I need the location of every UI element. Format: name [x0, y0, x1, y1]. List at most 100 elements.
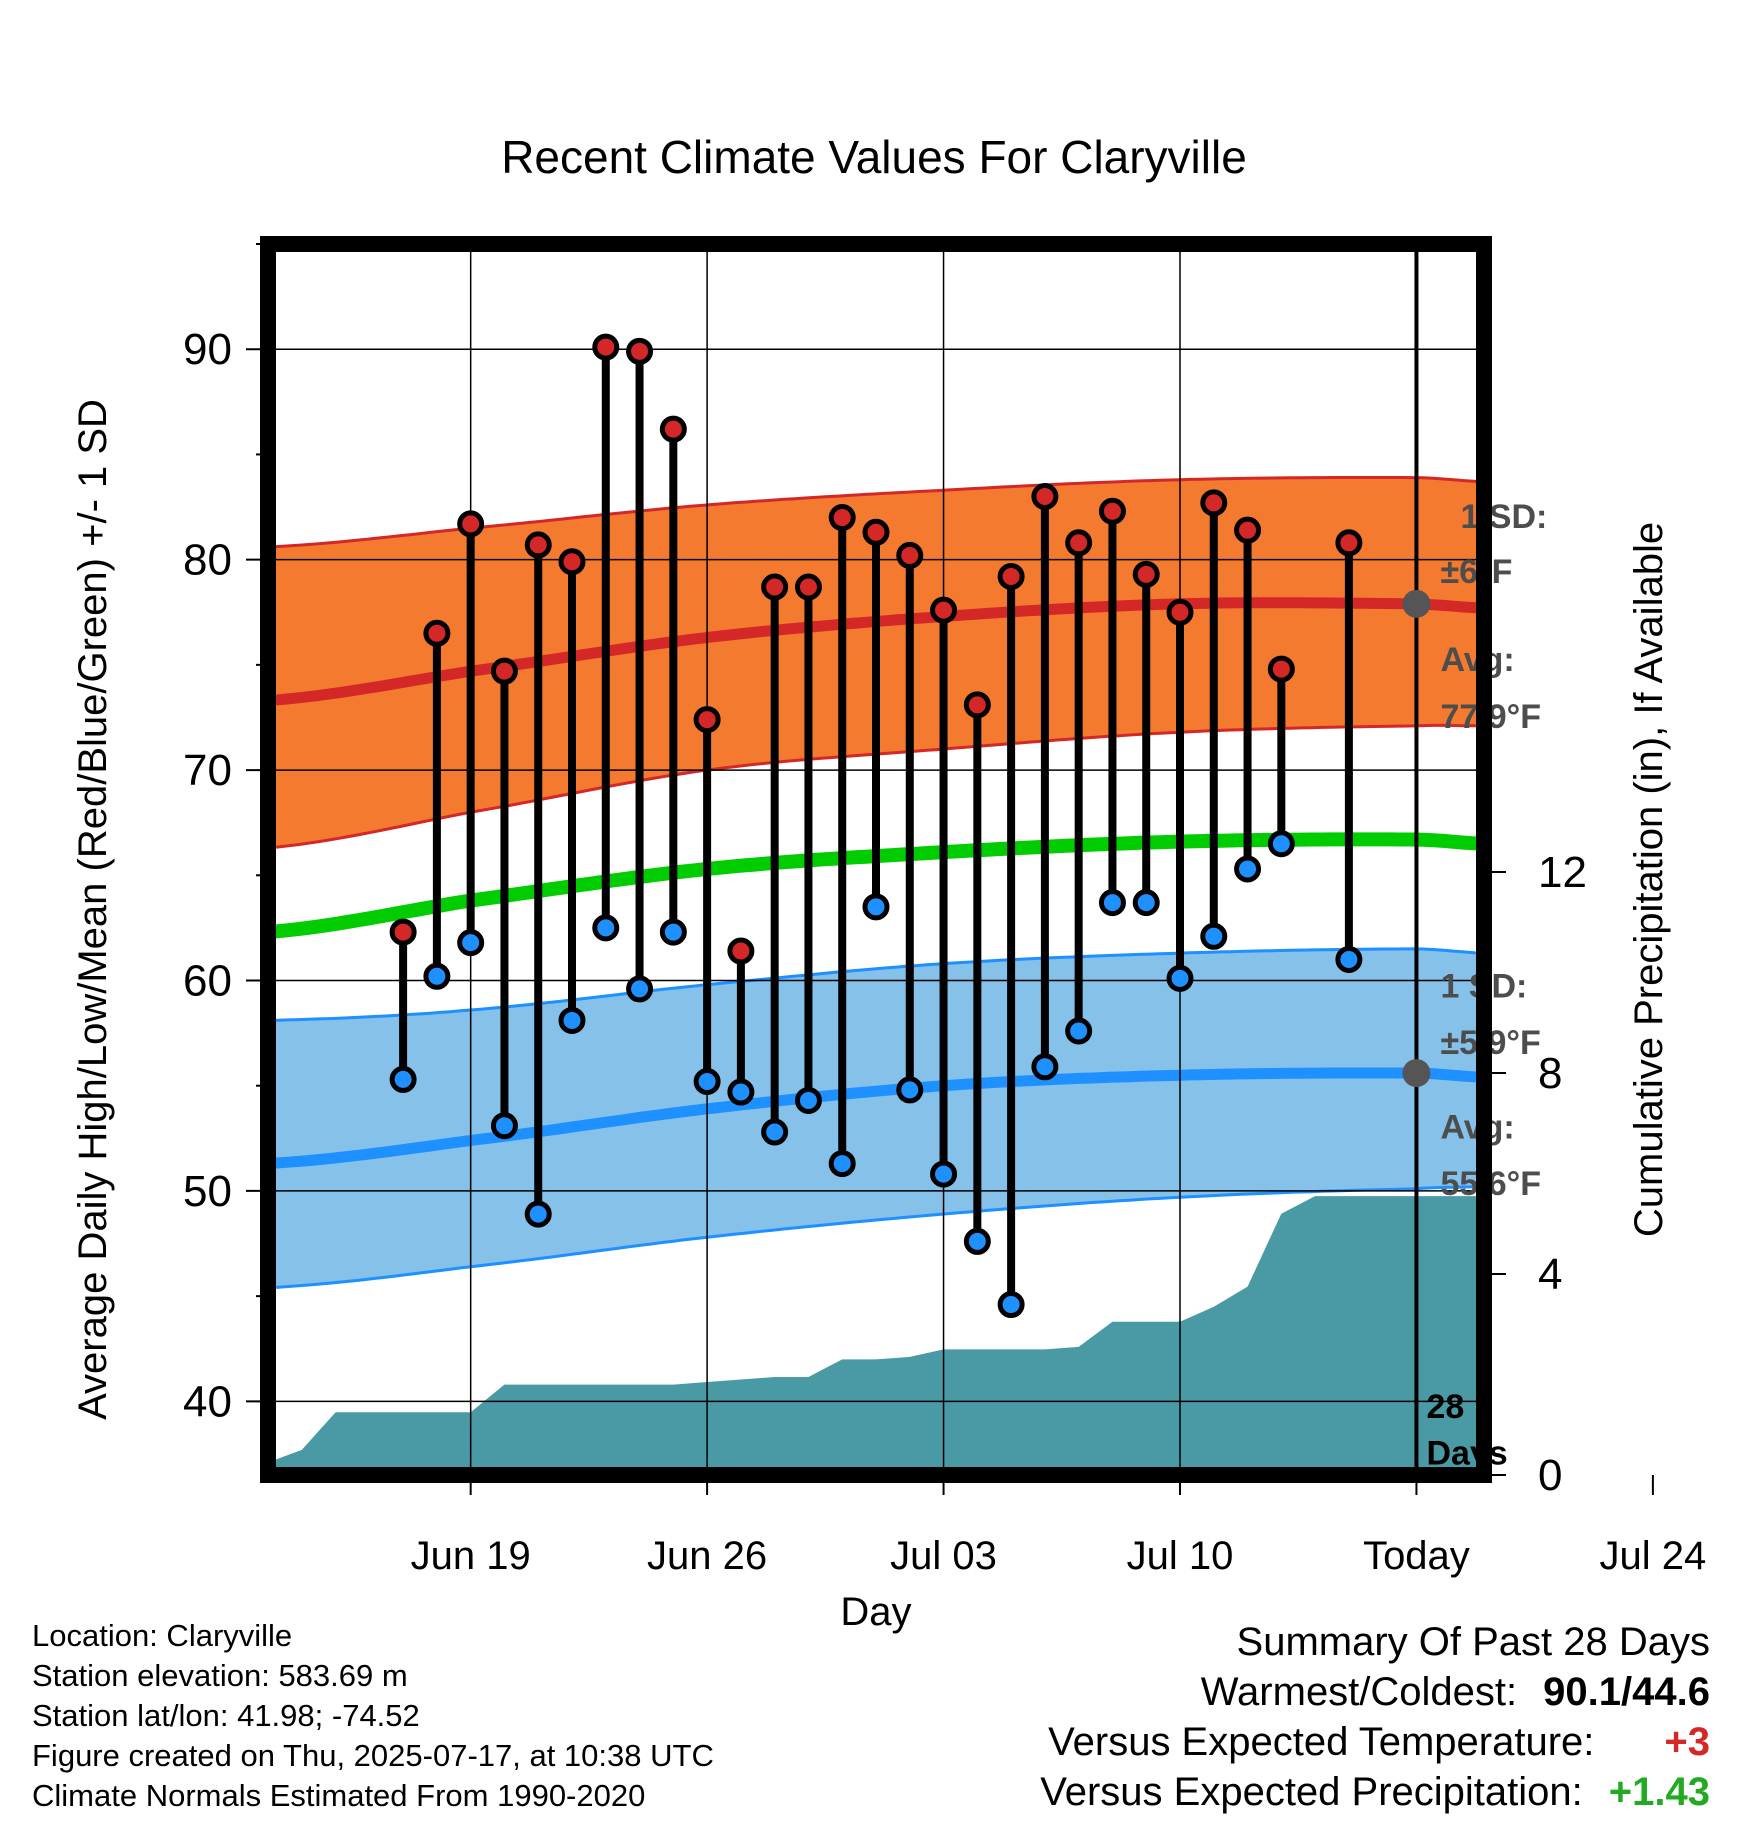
daily-high-point — [389, 918, 417, 946]
warmest-coldest-separator: / — [1621, 1670, 1633, 1714]
y2-tick-label: 4 — [1538, 1250, 1562, 1299]
daily-high-point — [592, 333, 620, 361]
daily-high-point — [490, 657, 518, 685]
y-tick-label: 50 — [183, 1167, 232, 1216]
daily-low-point — [1065, 1017, 1093, 1045]
daily-high-point — [524, 531, 552, 559]
daily-high-point — [896, 541, 924, 569]
daily-high-point — [963, 691, 991, 719]
daily-low-point — [1200, 922, 1228, 950]
daily-low-point — [490, 1112, 518, 1140]
daily-low-point — [1132, 889, 1160, 917]
y-tick-label: 90 — [183, 325, 232, 374]
daily-low-point — [761, 1118, 789, 1146]
daily-low-point — [828, 1150, 856, 1178]
daily-low-point — [997, 1291, 1025, 1319]
daily-high-point — [1166, 598, 1194, 626]
x-tick-label: Today — [1363, 1534, 1470, 1578]
daily-low-point — [423, 962, 451, 990]
x-axis-label: Day — [840, 1590, 911, 1634]
daily-high-point — [1200, 489, 1228, 517]
daily-low-point — [1031, 1053, 1059, 1081]
daily-high-point — [457, 510, 485, 538]
daily-high-point — [1267, 655, 1295, 683]
latlon-text: Station lat/lon: 41.98; -74.52 — [32, 1698, 420, 1733]
temp-label: Versus Expected Temperature: — [1048, 1720, 1595, 1764]
location-text: Location: Claryville — [32, 1618, 293, 1653]
daily-high-point — [828, 504, 856, 532]
daily-low-point — [896, 1076, 924, 1104]
y-tick-label: 60 — [183, 956, 232, 1005]
plot-frame — [260, 236, 1492, 1483]
daily-high-point — [558, 548, 586, 576]
daily-low-point — [389, 1065, 417, 1093]
daily-low-point — [1234, 855, 1262, 883]
summary-precip: Versus Expected Precipitation: +1.43 — [1040, 1770, 1710, 1815]
temp-value: +3 — [1664, 1720, 1710, 1764]
daily-high-point — [626, 337, 654, 365]
daily-low-point — [862, 893, 890, 921]
coldest-value: 44.6 — [1632, 1670, 1710, 1714]
chart-title: Recent Climate Values For Claryville — [501, 131, 1247, 183]
daily-low-point — [727, 1078, 755, 1106]
daily-high-point — [1065, 529, 1093, 557]
warmest-coldest-value: 90.1/44.6 — [1543, 1670, 1710, 1715]
x-tick-label: Jun 19 — [411, 1534, 531, 1578]
daily-high-point — [693, 706, 721, 734]
daily-low-point — [794, 1086, 822, 1114]
daily-high-point — [1031, 483, 1059, 511]
y-tick-label: 40 — [183, 1377, 232, 1426]
daily-high-point — [1234, 516, 1262, 544]
daily-high-point — [930, 596, 958, 624]
daily-low-point — [693, 1068, 721, 1096]
daily-high-point — [862, 518, 890, 546]
daily-low-point — [1267, 830, 1295, 858]
daily-low-point — [659, 918, 687, 946]
daily-low-point — [1166, 964, 1194, 992]
precip-value: +1.43 — [1608, 1770, 1710, 1814]
daily-high-point — [727, 937, 755, 965]
x-tick-label: Jul 24 — [1600, 1534, 1707, 1578]
y-axis-label: Average Daily High/Low/Mean (Red/Blue/Gr… — [71, 399, 115, 1420]
today-high-avg-marker — [1402, 589, 1431, 618]
summary-title: Summary Of Past 28 Days — [1236, 1620, 1710, 1664]
plot-area — [268, 244, 1484, 1475]
y2-tick-label: 8 — [1538, 1049, 1562, 1098]
x-tick-label: Jun 26 — [647, 1534, 767, 1578]
y2-tick-label: 12 — [1538, 848, 1587, 897]
daily-low-point — [1335, 945, 1363, 973]
precip-label: Versus Expected Precipitation: — [1040, 1770, 1583, 1814]
today-low-avg-marker — [1402, 1059, 1431, 1088]
daily-high-point — [794, 573, 822, 601]
y-tick-label: 70 — [183, 746, 232, 795]
summary-warmest-coldest: Warmest/Coldest: 90.1/44.6 — [1201, 1670, 1710, 1715]
daily-low-point — [963, 1227, 991, 1255]
warmest-value: 90.1 — [1543, 1670, 1622, 1714]
days-number: 28 — [1426, 1388, 1464, 1426]
daily-high-point — [1098, 497, 1126, 525]
daily-high-point — [1335, 529, 1363, 557]
x-tick-label: Jul 03 — [890, 1534, 997, 1578]
days-label: Days — [1426, 1434, 1507, 1472]
y-tick-label: 80 — [183, 536, 232, 585]
daily-low-point — [1098, 889, 1126, 917]
daily-low-point — [457, 929, 485, 957]
daily-low-point — [558, 1006, 586, 1034]
created-text: Figure created on Thu, 2025-07-17, at 10… — [32, 1738, 714, 1773]
daily-low-point — [626, 975, 654, 1003]
y2-tick-label: 0 — [1538, 1451, 1562, 1500]
high-sd-label: 1 SD: — [1460, 498, 1547, 536]
summary-temp: Versus Expected Temperature: +3 — [1048, 1720, 1710, 1765]
daily-high-point — [659, 415, 687, 443]
y2-axis-label: Cumulative Precipitation (in), If Availa… — [1627, 522, 1671, 1237]
daily-high-point — [1132, 560, 1160, 588]
daily-high-point — [997, 562, 1025, 590]
daily-high-point — [761, 573, 789, 601]
daily-high-point — [423, 619, 451, 647]
daily-low-point — [524, 1200, 552, 1228]
daily-low-point — [930, 1160, 958, 1188]
normals-text: Climate Normals Estimated From 1990-2020 — [32, 1778, 646, 1813]
daily-low-point — [592, 914, 620, 942]
x-tick-label: Jul 10 — [1127, 1534, 1234, 1578]
